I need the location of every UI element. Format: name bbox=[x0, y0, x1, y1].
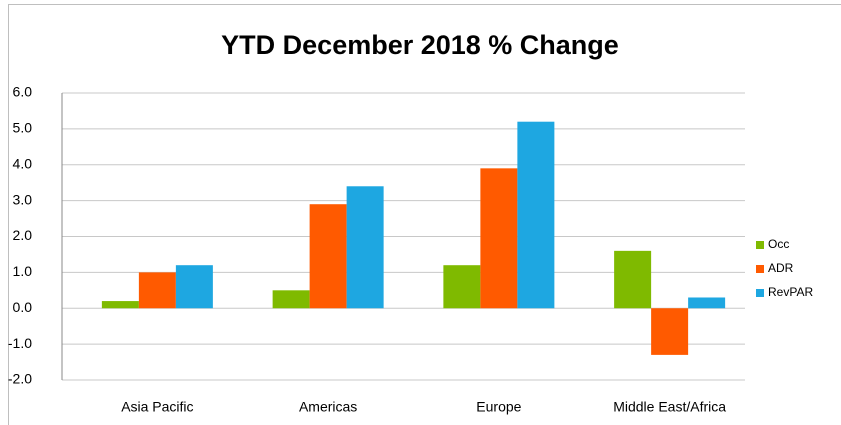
bar bbox=[688, 297, 726, 309]
x-tick-label: Asia Pacific bbox=[121, 399, 193, 415]
y-tick-label: -2.0 bbox=[8, 371, 32, 387]
legend-swatch bbox=[756, 289, 764, 297]
legend-swatch bbox=[756, 265, 764, 273]
y-tick-label: 2.0 bbox=[13, 227, 33, 243]
x-tick-label: Middle East/Africa bbox=[613, 399, 726, 415]
legend-label: ADR bbox=[768, 261, 794, 275]
y-tick-label: 4.0 bbox=[13, 155, 33, 171]
bar bbox=[443, 265, 481, 309]
y-tick-label: 6.0 bbox=[13, 84, 33, 100]
y-tick-label: 5.0 bbox=[13, 120, 33, 136]
bar bbox=[272, 290, 310, 309]
bar bbox=[614, 250, 652, 309]
y-tick-label: -1.0 bbox=[8, 335, 32, 351]
chart-frame bbox=[8, 4, 841, 425]
y-tick-label: 3.0 bbox=[13, 191, 33, 207]
y-tick-label: 0.0 bbox=[13, 299, 33, 315]
bar bbox=[138, 272, 176, 309]
bar bbox=[346, 186, 384, 309]
bar bbox=[651, 308, 689, 355]
x-tick-label: Europe bbox=[476, 399, 521, 415]
chart-title: YTD December 2018 % Change bbox=[221, 30, 619, 60]
bar bbox=[175, 265, 213, 309]
legend-swatch bbox=[756, 241, 764, 249]
legend-label: Occ bbox=[768, 237, 789, 251]
bar bbox=[309, 204, 347, 309]
x-tick-label: Americas bbox=[299, 399, 357, 415]
y-tick-label: 1.0 bbox=[13, 263, 33, 279]
bar bbox=[517, 121, 555, 309]
legend-label: RevPAR bbox=[768, 285, 813, 299]
bar bbox=[101, 301, 139, 309]
bar bbox=[480, 168, 518, 309]
